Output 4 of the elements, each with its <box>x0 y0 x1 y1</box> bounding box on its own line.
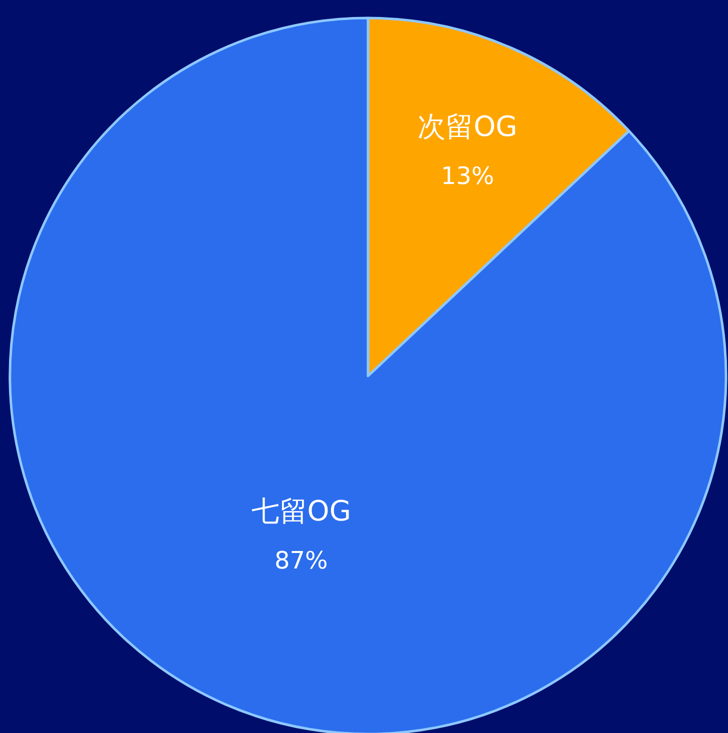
data-label: 13% <box>440 162 494 190</box>
slice-label: 次留OG <box>418 110 518 144</box>
data-label: 87% <box>274 546 328 574</box>
slice-label: 七留OG <box>251 494 352 528</box>
